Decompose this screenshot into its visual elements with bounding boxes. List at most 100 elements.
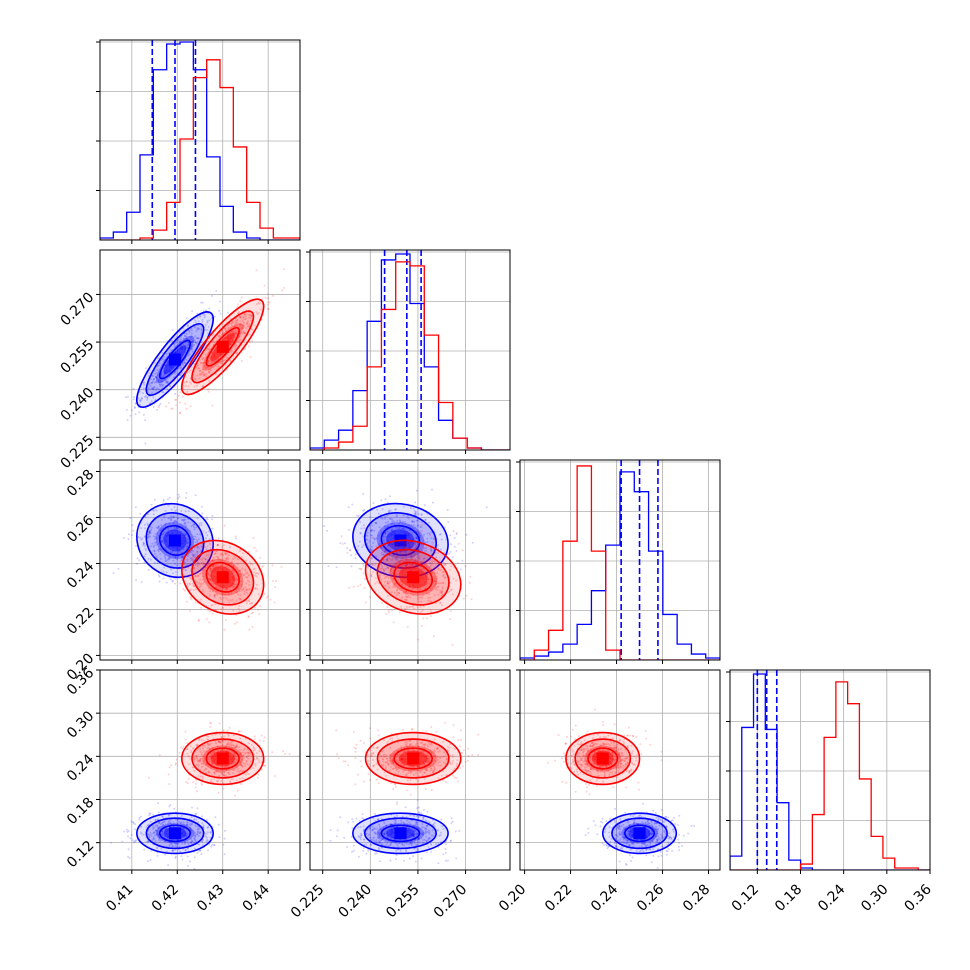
sample-point	[348, 586, 351, 589]
sample-point	[214, 315, 216, 318]
sample-point	[435, 582, 438, 585]
sample-point	[222, 787, 225, 790]
sample-point	[236, 319, 239, 321]
sample-point	[398, 519, 401, 522]
sample-point	[175, 509, 178, 512]
sample-point	[423, 557, 426, 560]
sample-point	[140, 580, 143, 583]
sample-point	[182, 519, 185, 522]
contour-line	[181, 539, 265, 615]
sample-point	[209, 578, 211, 581]
sample-point	[155, 541, 158, 544]
sample-point	[227, 326, 230, 329]
sample-point	[149, 535, 151, 538]
sample-point	[371, 536, 374, 539]
sample-point	[389, 568, 392, 571]
sample-point	[182, 548, 185, 551]
sample-point	[200, 341, 203, 344]
sample-point	[444, 563, 447, 566]
sample-point	[190, 542, 193, 545]
sample-point	[374, 521, 377, 524]
sample-point	[128, 857, 131, 860]
sample-point	[216, 550, 218, 553]
sample-point	[151, 381, 154, 384]
sample-point	[374, 522, 377, 525]
sample-point	[395, 558, 398, 561]
sample-point	[172, 522, 175, 525]
sample-point	[367, 849, 370, 852]
sample-point	[187, 540, 190, 543]
sample-point	[430, 726, 433, 728]
sample-point	[134, 506, 137, 509]
sample-point	[425, 547, 427, 550]
sample-point	[180, 338, 182, 341]
sample-point	[211, 518, 213, 521]
sample-point	[242, 587, 245, 590]
sample-point	[392, 577, 395, 580]
sample-point	[153, 377, 156, 380]
sample-point	[177, 394, 180, 397]
sample-point	[175, 398, 178, 401]
sample-point	[401, 557, 404, 560]
sample-point	[224, 358, 227, 361]
sample-point	[466, 759, 469, 762]
sample-point	[150, 528, 153, 531]
sample-point	[250, 319, 253, 322]
sample-point	[165, 356, 168, 358]
sample-point	[183, 518, 186, 521]
sample-point	[369, 515, 372, 518]
sample-point	[161, 391, 164, 394]
sample-point	[242, 320, 245, 323]
sample-point	[227, 324, 230, 327]
sample-point	[162, 360, 165, 363]
sample-point	[208, 542, 211, 545]
sample-point	[178, 340, 181, 343]
sample-point	[135, 839, 138, 842]
sample-point	[155, 537, 158, 540]
sample-point	[258, 739, 261, 742]
sample-point	[213, 596, 216, 598]
sample-point	[469, 575, 472, 578]
sample-point	[166, 381, 169, 384]
sample-point	[388, 548, 390, 551]
sample-point	[170, 568, 173, 571]
sample-point	[144, 553, 147, 556]
sample-point	[185, 358, 188, 361]
sample-point	[375, 852, 378, 855]
sample-point	[180, 535, 183, 538]
sample-point	[184, 568, 187, 571]
sample-point	[201, 815, 203, 818]
sample-point	[161, 351, 164, 354]
sample-point	[390, 529, 393, 532]
sample-point	[419, 557, 421, 560]
sample-point	[208, 538, 211, 541]
sample-point	[358, 819, 361, 822]
sample-point	[253, 324, 256, 327]
sample-point	[219, 335, 222, 338]
sample-point	[149, 402, 152, 405]
sample-point	[205, 531, 208, 534]
sample-point	[372, 542, 375, 544]
sample-point	[271, 294, 274, 297]
sample-point	[220, 608, 223, 611]
sample-point	[206, 559, 209, 562]
sample-point	[206, 573, 209, 576]
sample-point	[357, 585, 359, 588]
sample-point	[201, 373, 204, 375]
sample-point	[378, 542, 381, 545]
sample-point	[182, 588, 185, 590]
sample-point	[202, 557, 205, 559]
histogram-series-2	[520, 465, 720, 660]
sample-point	[193, 856, 196, 859]
sample-point	[253, 547, 256, 549]
sample-point	[150, 387, 153, 390]
sample-point	[201, 512, 204, 515]
sample-point	[199, 533, 202, 536]
sample-point	[157, 548, 160, 551]
sample-point	[398, 522, 400, 525]
sample-point	[383, 561, 386, 564]
sample-point	[439, 589, 441, 592]
sample-point	[200, 301, 203, 304]
sample-point	[221, 593, 224, 596]
sample-point	[431, 541, 434, 544]
